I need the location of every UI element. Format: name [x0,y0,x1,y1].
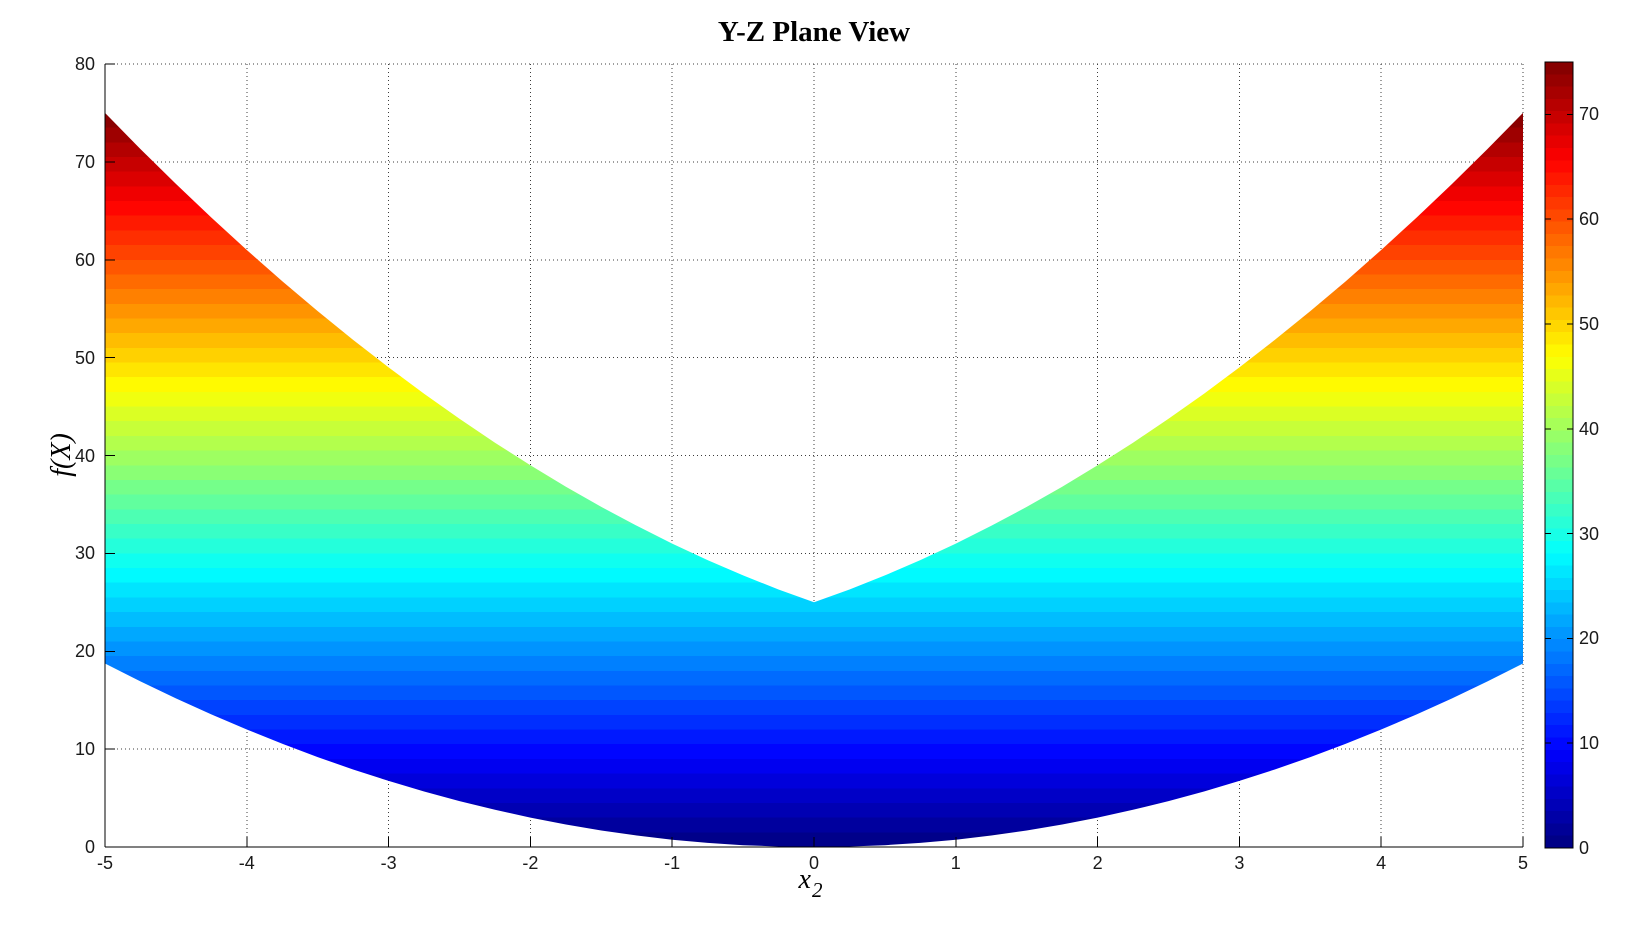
x-tick-label: 1 [950,853,961,873]
y-tick-label: 40 [74,445,95,466]
colorbar-body [1544,61,1574,849]
colorbar-tick-label: 20 [1579,628,1600,649]
x-tick-label: -5 [96,853,114,873]
colorbar-tick-label: 50 [1579,314,1600,334]
axes [104,63,1524,848]
x-tick-label: -1 [664,853,681,873]
x-tick-label: -3 [380,853,397,873]
colorbar-tick-label: 0 [1579,838,1590,858]
y-tick-label: 70 [74,151,95,172]
x-axis-label: x2 [798,864,823,902]
surface-fill [105,112,1523,847]
x-tick-label: 3 [1234,853,1245,873]
y-tick-label: 60 [74,249,95,270]
colorbar [1544,61,1574,849]
colorbar-tick-label: 40 [1579,418,1600,439]
colorbar-tick-label: 60 [1579,209,1600,230]
y-tick-label: 10 [74,739,95,760]
colorbar-tick-label: 70 [1579,104,1600,125]
y-tick-label: 50 [74,347,95,368]
x-tick-label: 0 [808,853,820,873]
x-tick-label: -2 [522,853,539,873]
surface-region [105,112,1523,847]
x-tick-label: 2 [1092,853,1103,873]
colorbar-tick-label: 30 [1579,523,1600,544]
y-tick-label: 80 [74,54,95,74]
y-tick-label: 20 [74,641,95,662]
x-tick-label: 5 [1517,853,1529,873]
x-axis-label-base: x [798,864,811,895]
x-tick-label: -4 [238,853,255,873]
x-tick-label: 4 [1376,853,1387,873]
chart-title: Y-Z Plane View [717,16,911,48]
x-axis-label-subscript: 2 [811,878,823,902]
y-tick-label: 0 [84,837,95,857]
colorbar-tick-label: 10 [1579,733,1600,754]
y-tick-label: 30 [74,543,95,564]
